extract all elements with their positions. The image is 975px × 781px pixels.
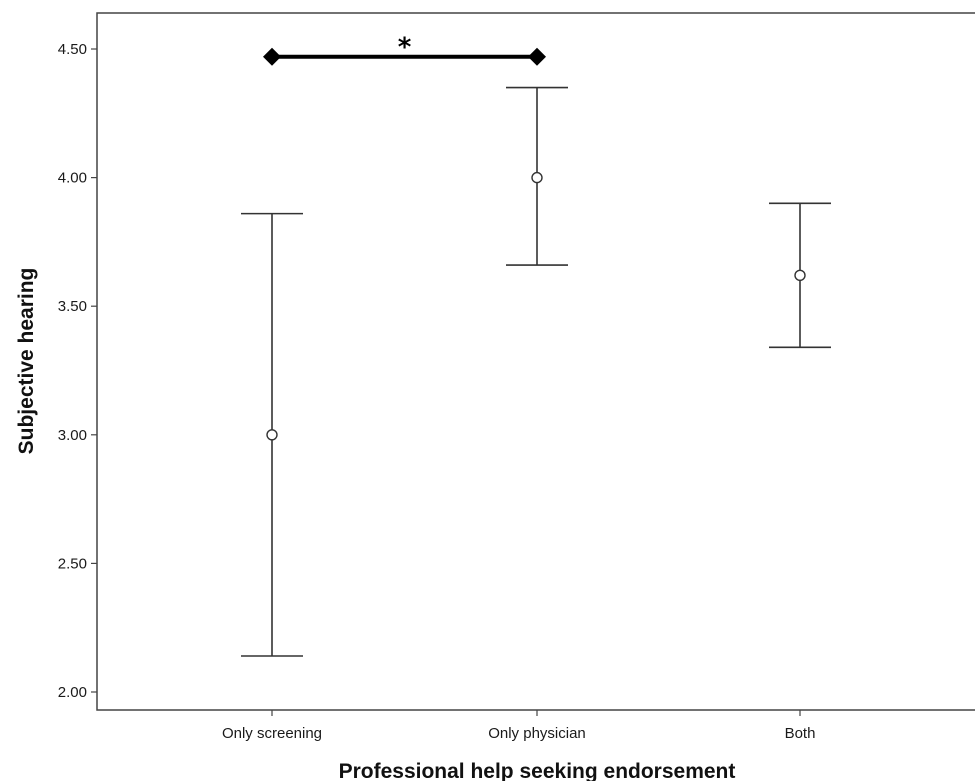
mean-point [794,269,806,282]
significance-diamond-marker [263,47,281,66]
x-tick-label: Only physician [488,725,586,742]
error-bars [241,86,831,657]
significance-diamond-marker [528,47,546,66]
x-axis: Only screening Only physician Both [222,710,815,742]
significance-label: * [398,33,412,63]
significance-bracket: * [263,33,546,66]
y-axis: 2.00 2.50 3.00 3.50 4.00 4.50 [58,41,97,701]
x-axis-title: Professional help seeking endorsement [339,760,736,781]
y-axis-title: Subjective hearing [15,268,38,455]
y-tick-label: 4.50 [58,41,87,58]
y-tick-label: 2.00 [58,684,87,701]
plot-area-frame [96,12,975,711]
mean-point [266,429,278,441]
y-tick-label: 3.00 [58,427,87,444]
y-tick-label: 4.00 [58,170,87,187]
y-tick-label: 3.50 [58,298,87,315]
x-tick-label: Only screening [222,725,322,742]
mean-point [531,171,543,184]
y-tick-label: 2.50 [58,555,87,572]
x-tick-label: Both [785,725,816,742]
